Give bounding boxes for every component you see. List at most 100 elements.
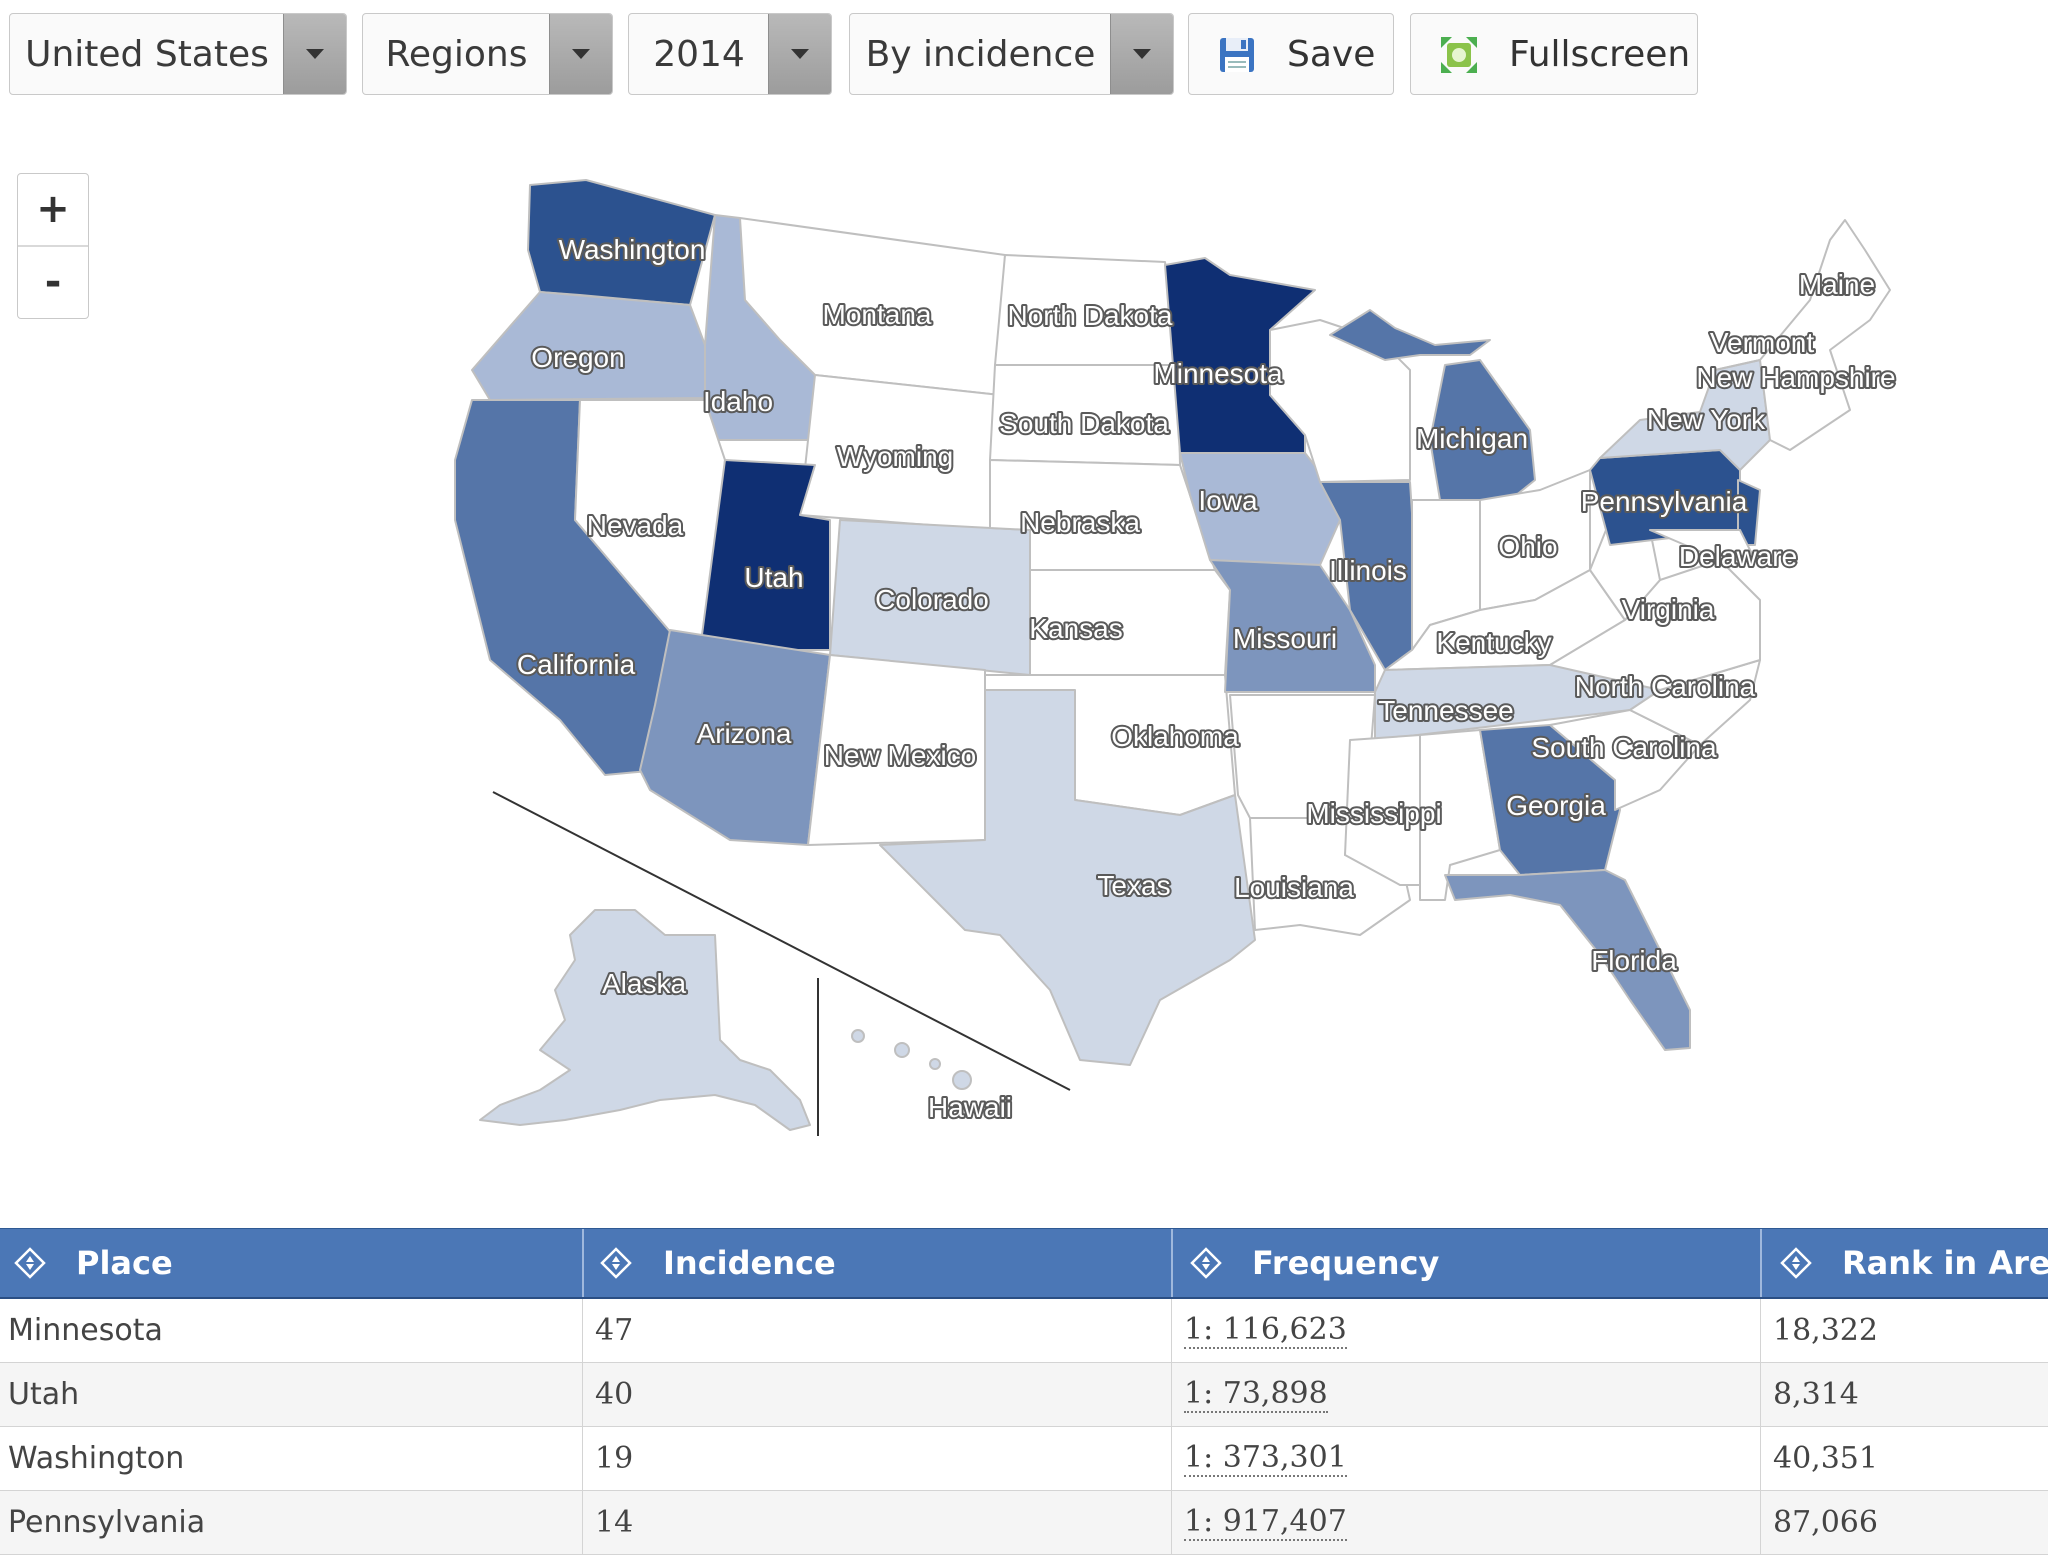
column-divider xyxy=(1171,1229,1173,1297)
fullscreen-button[interactable]: Fullscreen xyxy=(1410,13,1698,95)
state-hawaii-island-1[interactable] xyxy=(851,1029,865,1043)
state-north-carolina[interactable] xyxy=(1629,659,1761,746)
label-new-hampshire: New Hampshire xyxy=(1696,362,1895,393)
chevron-down-icon[interactable] xyxy=(768,14,831,94)
label-colorado: Colorado xyxy=(875,584,989,615)
cell-frequency[interactable]: 1: 73,898 xyxy=(1184,1375,1328,1413)
cell-divider xyxy=(582,1491,583,1554)
column-header-frequency[interactable]: Frequency xyxy=(1252,1244,1440,1282)
label-nebraska: Nebraska xyxy=(1020,507,1140,538)
sort-icon[interactable] xyxy=(14,1247,46,1279)
chevron-down-icon[interactable] xyxy=(549,14,612,94)
cell-divider xyxy=(1171,1363,1172,1426)
cell-incidence: 19 xyxy=(595,1441,634,1476)
label-alaska: Alaska xyxy=(602,968,686,999)
cell-divider xyxy=(1760,1299,1761,1362)
state-hawaii-island-3[interactable] xyxy=(929,1058,941,1070)
country-dropdown-label: United States xyxy=(25,33,269,75)
column-header-rank[interactable]: Rank in Area xyxy=(1842,1244,2048,1282)
sort-icon[interactable] xyxy=(1780,1247,1812,1279)
label-wyoming: Wyoming xyxy=(837,441,953,472)
cell-place: Washington xyxy=(8,1441,185,1476)
mode-dropdown-label: By incidence xyxy=(865,33,1096,75)
label-north-carolina: North Carolina xyxy=(1575,671,1756,702)
zoom-control: + - xyxy=(17,173,89,319)
table-row[interactable]: Pennsylvania 14 1: 917,407 87,066 xyxy=(0,1491,2048,1555)
floppy-disk-icon xyxy=(1220,38,1254,72)
cell-divider xyxy=(582,1363,583,1426)
table-row[interactable]: Utah 40 1: 73,898 8,314 xyxy=(0,1363,2048,1427)
state-hawaii-island-4[interactable] xyxy=(952,1070,972,1090)
label-new-mexico: New Mexico xyxy=(824,740,976,771)
cell-incidence: 47 xyxy=(595,1313,634,1348)
cell-incidence: 40 xyxy=(595,1377,634,1412)
cell-divider xyxy=(1171,1299,1172,1362)
label-south-dakota: South Dakota xyxy=(999,408,1169,439)
mode-dropdown[interactable]: By incidence xyxy=(849,13,1174,95)
label-north-dakota: North Dakota xyxy=(1008,300,1173,331)
label-new-york: New York xyxy=(1647,404,1766,435)
label-vermont: Vermont xyxy=(1710,327,1814,358)
label-kentucky: Kentucky xyxy=(1436,627,1551,658)
zoom-in-button[interactable]: + xyxy=(36,186,70,232)
label-texas: Texas xyxy=(1097,870,1170,901)
chevron-down-icon[interactable] xyxy=(283,14,346,94)
label-washington: Washington xyxy=(559,234,706,265)
cell-frequency[interactable]: 1: 917,407 xyxy=(1184,1503,1347,1541)
label-minnesota: Minnesota xyxy=(1153,358,1283,389)
label-tennessee: Tennessee xyxy=(1378,695,1513,726)
state-new-jersey[interactable] xyxy=(1737,479,1761,546)
state-hawaii-island-2[interactable] xyxy=(894,1042,910,1058)
year-dropdown[interactable]: 2014 xyxy=(628,13,832,95)
zoom-divider xyxy=(18,245,88,247)
toolbar: United States Regions 2014 By incidence … xyxy=(0,0,2048,110)
fullscreen-button-label: Fullscreen xyxy=(1509,33,1691,75)
cell-place: Utah xyxy=(8,1377,80,1412)
column-header-place[interactable]: Place xyxy=(76,1244,173,1282)
state-maryland-delaware[interactable] xyxy=(1649,529,1756,561)
level-dropdown-label: Regions xyxy=(385,33,528,75)
chevron-down-icon[interactable] xyxy=(1110,14,1173,94)
state-missouri[interactable] xyxy=(1209,559,1376,693)
cell-rank: 18,322 xyxy=(1773,1313,1878,1348)
table-row[interactable]: Minnesota 47 1: 116,623 18,322 xyxy=(0,1299,2048,1363)
state-iowa[interactable] xyxy=(1179,452,1341,566)
level-dropdown[interactable]: Regions xyxy=(362,13,613,95)
cell-incidence: 14 xyxy=(595,1505,634,1540)
label-california: California xyxy=(517,649,636,680)
cell-divider xyxy=(1760,1427,1761,1490)
label-delaware: Delaware xyxy=(1679,541,1797,572)
cell-rank: 8,314 xyxy=(1773,1377,1859,1412)
state-michigan[interactable] xyxy=(1429,359,1536,501)
fullscreen-icon xyxy=(1441,37,1477,73)
table-row[interactable]: Washington 19 1: 373,301 40,351 xyxy=(0,1427,2048,1491)
cell-frequency[interactable]: 1: 116,623 xyxy=(1184,1311,1347,1349)
sort-icon[interactable] xyxy=(600,1247,632,1279)
label-michigan: Michigan xyxy=(1416,423,1528,454)
sort-icon[interactable] xyxy=(1190,1247,1222,1279)
state-michigan-up[interactable] xyxy=(1329,309,1491,361)
zoom-out-button[interactable]: - xyxy=(44,259,62,305)
label-hawaii: Hawaii xyxy=(928,1092,1012,1123)
save-button[interactable]: Save xyxy=(1188,13,1394,95)
cell-place: Minnesota xyxy=(8,1313,163,1348)
cell-divider xyxy=(1171,1491,1172,1554)
state-wisconsin[interactable] xyxy=(1269,319,1411,483)
cell-place: Pennsylvania xyxy=(8,1505,206,1540)
label-kansas: Kansas xyxy=(1029,613,1122,644)
state-florida[interactable] xyxy=(1444,869,1691,1051)
label-georgia: Georgia xyxy=(1506,790,1606,821)
column-header-incidence[interactable]: Incidence xyxy=(663,1244,836,1282)
label-utah: Utah xyxy=(744,562,803,593)
cell-rank: 40,351 xyxy=(1773,1441,1878,1476)
state-alaska[interactable] xyxy=(479,909,811,1131)
label-iowa: Iowa xyxy=(1198,485,1258,516)
country-dropdown[interactable]: United States xyxy=(9,13,347,95)
label-idaho: Idaho xyxy=(703,386,773,417)
cell-divider xyxy=(1171,1427,1172,1490)
state-new-england[interactable] xyxy=(1714,219,1891,451)
state-texas[interactable] xyxy=(879,689,1256,1066)
label-florida: Florida xyxy=(1591,945,1677,976)
cell-frequency[interactable]: 1: 373,301 xyxy=(1184,1439,1347,1477)
state-mississippi[interactable] xyxy=(1344,734,1421,886)
